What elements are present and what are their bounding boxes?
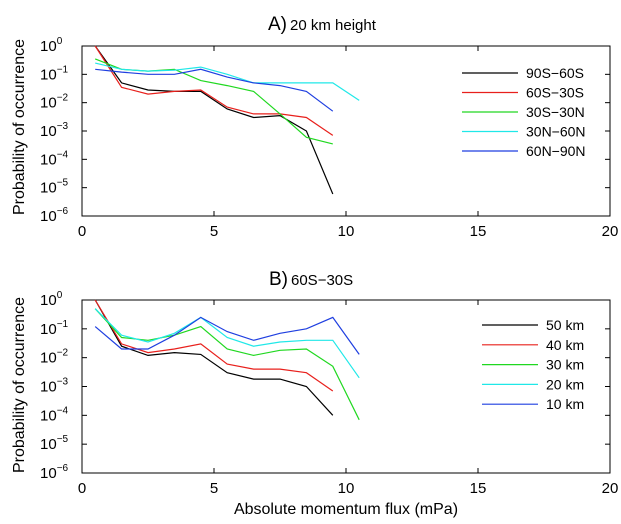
panel-a-y-tick-label: 10−2 bbox=[40, 93, 69, 112]
panel-a-x-tick-label: 10 bbox=[338, 223, 355, 240]
panel-b-series-line-1 bbox=[94, 299, 334, 416]
panel-b-x-tick-label: 5 bbox=[210, 480, 218, 497]
panel-a-legend-label: 30S−30N bbox=[526, 104, 585, 120]
panel-b-y-axis-label: Probability of occurrence bbox=[11, 297, 28, 473]
panel-a-x-tick-label: 15 bbox=[470, 223, 487, 240]
panel-a-series-line-5 bbox=[95, 68, 334, 112]
panel-a-x-tick-label: 0 bbox=[78, 223, 86, 240]
panel-b: B) 60S−30S Probability of occurrence 10−… bbox=[11, 269, 618, 518]
panel-b-y-tick-label: 10−3 bbox=[40, 377, 69, 396]
panel-b-y-tick-label: 10−6 bbox=[40, 463, 69, 482]
panel-a-series-group bbox=[94, 45, 360, 195]
panel-a-series-line-1 bbox=[94, 45, 334, 195]
panel-a-y-axis-label: Probability of occurrence bbox=[11, 39, 28, 215]
panel-b-y-tick-label: 100 bbox=[40, 290, 63, 309]
panel-a-legend-label: 30N−60N bbox=[526, 124, 586, 140]
panel-b-x-axis-label: Absolute momentum flux (mPa) bbox=[234, 501, 458, 518]
panel-b-y-tick-label: 10−4 bbox=[40, 405, 69, 424]
panel-a: A) 20 km height Probability of occurrenc… bbox=[11, 14, 618, 240]
panel-a-legend-label: 90S−60S bbox=[526, 65, 584, 81]
panel-b-series-line-5 bbox=[94, 316, 360, 355]
panel-b-legend-label: 20 km bbox=[546, 376, 584, 392]
panel-a-y-tick-label: 10−6 bbox=[40, 206, 69, 225]
panel-a-series-line-2 bbox=[94, 45, 334, 136]
panel-a-legend-label: 60N−90N bbox=[526, 143, 586, 159]
panel-a-y-tick-label: 10−5 bbox=[40, 178, 69, 197]
panel-a-y-tick-label: 10−3 bbox=[40, 121, 69, 140]
panel-a-legend: 90S−60S 60S−30S 30S−30N 30N−60N 60N−90N bbox=[462, 65, 586, 159]
panel-a-y-tick-label: 10−1 bbox=[40, 64, 69, 83]
panel-b-y-ticks: 10−6 10−5 10−4 10−3 10−2 10−1 100 bbox=[40, 290, 610, 482]
panel-b-x-tick-label: 15 bbox=[470, 480, 487, 497]
panel-b-y-tick-label: 10−5 bbox=[40, 434, 69, 453]
panel-a-x-tick-label: 20 bbox=[602, 223, 619, 240]
panel-b-y-tick-label: 10−2 bbox=[40, 348, 69, 367]
panel-a-title-prefix: A) bbox=[268, 14, 287, 35]
panel-b-x-tick-label: 20 bbox=[602, 480, 619, 497]
panel-b-y-tick-label: 10−1 bbox=[40, 319, 69, 338]
panel-a-x-tick-label: 5 bbox=[210, 223, 218, 240]
panel-a-title: 20 km height bbox=[290, 17, 377, 34]
panel-b-x-ticks: 0 5 10 15 20 bbox=[78, 300, 619, 497]
panel-a-y-tick-label: 100 bbox=[40, 36, 63, 55]
panel-b-legend-label: 40 km bbox=[546, 337, 584, 353]
panel-a-legend-label: 60S−30S bbox=[526, 85, 584, 101]
panel-a-series-line-3 bbox=[94, 58, 333, 145]
panel-b-legend-label: 10 km bbox=[546, 396, 584, 412]
panel-b-plot-frame bbox=[81, 299, 611, 474]
panel-b-series-line-4 bbox=[94, 308, 360, 379]
panel-b-series-line-2 bbox=[94, 299, 334, 392]
panel-b-title: 60S−30S bbox=[291, 272, 353, 289]
panel-b-legend: 50 km 40 km 30 km 20 km 10 km bbox=[482, 317, 584, 412]
panel-b-title-prefix: B) bbox=[269, 269, 288, 290]
panel-a-x-ticks: 0 5 10 15 20 bbox=[78, 46, 619, 240]
panel-a-y-tick-label: 10−4 bbox=[40, 149, 69, 168]
panel-a-series-line-4 bbox=[95, 62, 360, 101]
panel-b-legend-label: 50 km bbox=[546, 317, 584, 333]
panel-b-x-tick-label: 0 bbox=[78, 480, 86, 497]
panel-a-y-ticks: 10−6 10−5 10−4 10−3 10−2 10−1 100 bbox=[40, 36, 610, 225]
panel-b-series-group bbox=[94, 299, 360, 421]
panel-b-legend-label: 30 km bbox=[546, 357, 584, 373]
panel-b-x-tick-label: 10 bbox=[338, 480, 355, 497]
